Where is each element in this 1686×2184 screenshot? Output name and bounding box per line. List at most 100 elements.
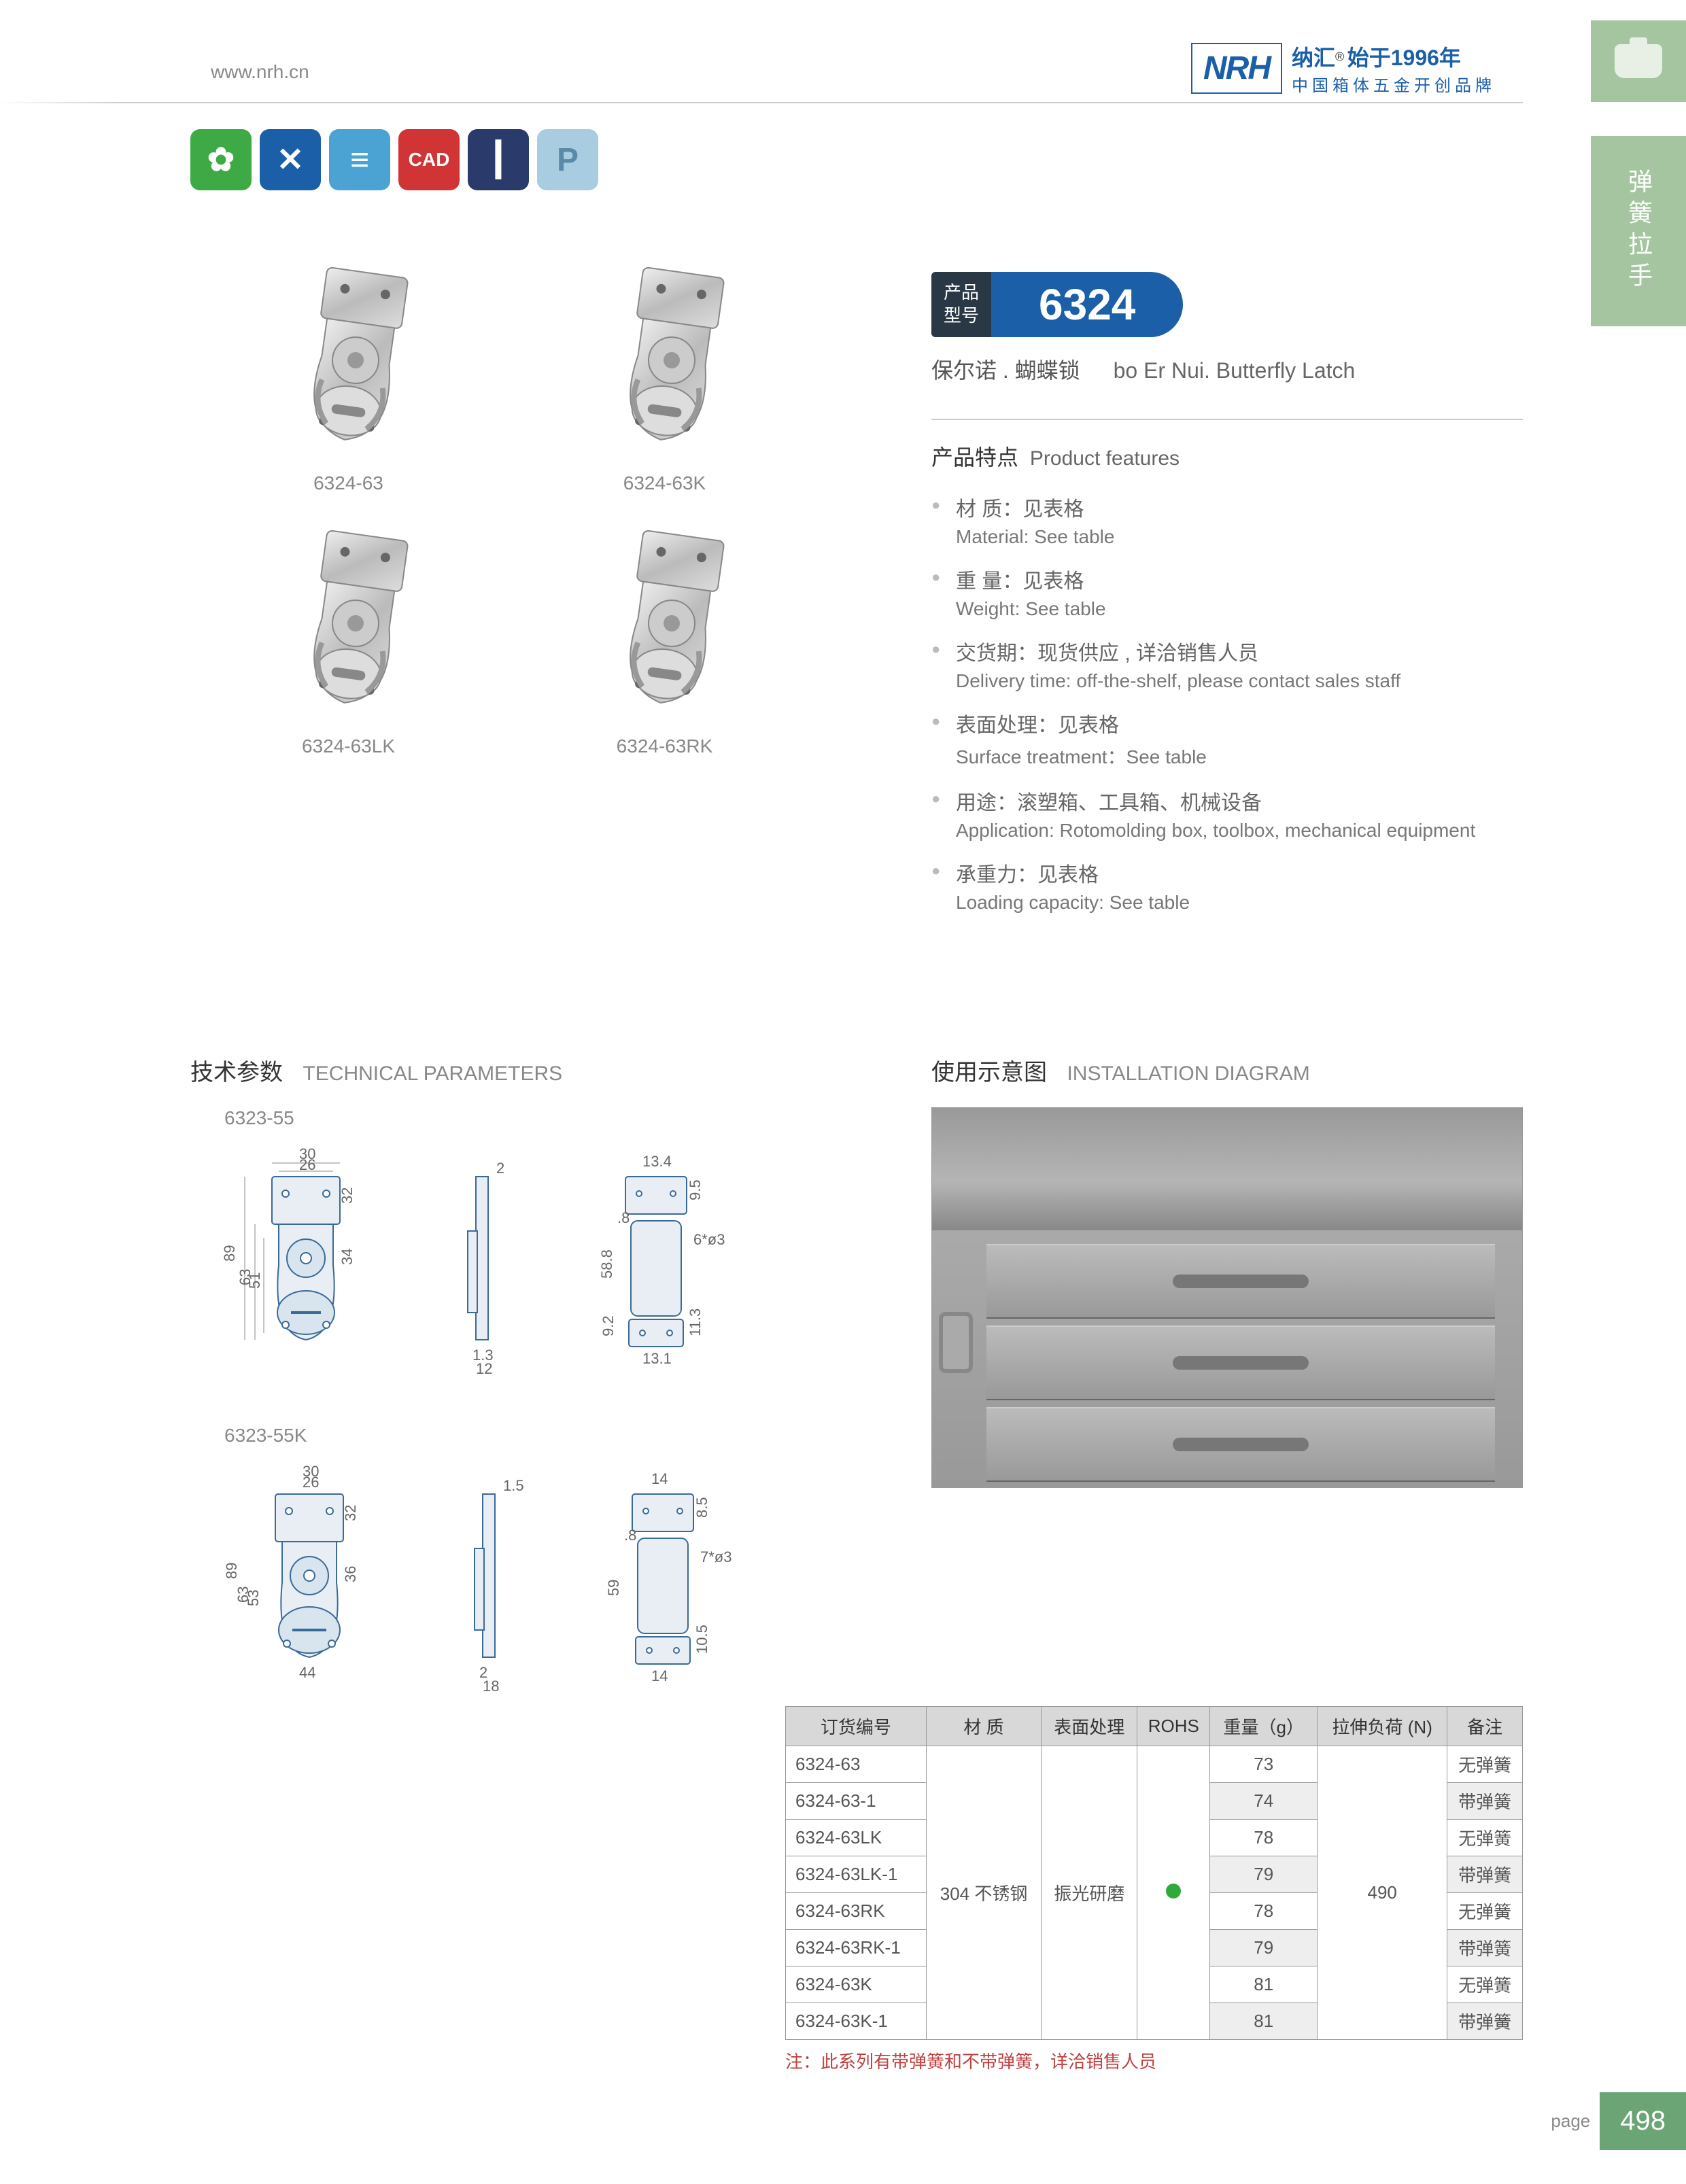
cell-remark: 带弹簧: [1447, 2003, 1523, 2040]
screw-icon: ┃: [468, 129, 529, 190]
svg-text:7*ø3: 7*ø3: [700, 1548, 732, 1565]
svg-text:32: 32: [342, 1505, 359, 1521]
product-cell: 6324-63K: [527, 258, 802, 494]
side-tab-icon: [1591, 20, 1686, 102]
drawer-3: [986, 1407, 1495, 1482]
rohs-dot-icon: [1166, 1884, 1181, 1899]
eco-icon: ✿: [190, 129, 252, 190]
cell-code: 6324-63RK-1: [786, 1930, 927, 1966]
svg-text:58.8: 58.8: [598, 1249, 615, 1279]
svg-text:11.3: 11.3: [687, 1308, 704, 1336]
feature-item: 用途：滚塑箱、工具箱、机械设备 Application: Rotomolding…: [931, 786, 1523, 842]
cell-rohs: [1137, 1746, 1210, 2040]
svg-text:51: 51: [246, 1272, 263, 1289]
tech-d2-label: 6323-55K: [224, 1425, 836, 1446]
diagram-2b: 1.5 2 18: [449, 1460, 544, 1735]
header-divider: [0, 102, 1523, 103]
table-header: 表面处理: [1042, 1707, 1137, 1746]
product-cell: 6324-63RK: [527, 521, 802, 757]
feature-item: 重 量：见表格 Weight: See table: [931, 564, 1523, 620]
svg-text:36: 36: [342, 1566, 359, 1582]
drawer-handle: [1173, 1275, 1309, 1288]
table-header: 重量（g）: [1210, 1707, 1318, 1746]
cell-surface: 振光研磨: [1042, 1746, 1137, 2040]
diagram-2c: 14 8.5 .8 7*ø3 59 10.5 14: [585, 1460, 748, 1735]
feature-item: 交货期：现货供应 , 详洽销售人员 Delivery time: off-the…: [931, 636, 1523, 692]
feature-item: 承重力：见表格 Loading capacity: See table: [931, 858, 1523, 914]
feature-en: Material: See table: [956, 526, 1523, 548]
table-header: 备注: [1447, 1707, 1523, 1746]
svg-text:53: 53: [245, 1590, 262, 1606]
drawer-handle: [1173, 1438, 1309, 1451]
table-header: ROHS: [1137, 1707, 1210, 1746]
side-handle: [939, 1312, 973, 1373]
product-label: 6324-63K: [527, 472, 802, 494]
logo-cn: 纳汇: [1292, 46, 1335, 70]
cell-code: 6324-63LK-1: [786, 1856, 927, 1893]
side-tab-label: 弹簧拉手: [1591, 136, 1686, 326]
svg-text:26: 26: [299, 1156, 315, 1173]
diagram-1a: 30 26 89 63 51 32 34: [211, 1143, 401, 1404]
table-header: 拉伸负荷 (N): [1318, 1707, 1447, 1746]
spring-icon: ≡: [329, 129, 390, 190]
features-title-en: Product features: [1030, 447, 1180, 470]
svg-text:34: 34: [339, 1249, 356, 1265]
product-label: 6324-63LK: [211, 735, 486, 757]
model-section: 产品 型号 6324 保尔诺 . 蝴蝶锁 bo Er Nui. Butterfl…: [931, 272, 1523, 930]
install-section: 使用示意图 INSTALLATION DIAGRAM: [931, 1054, 1523, 1488]
logo-text: 纳汇® 始于1996年 中国箱体五金开创品牌: [1292, 41, 1496, 96]
model-label-1: 产品: [944, 281, 979, 305]
tech-title-en: TECHNICAL PARAMETERS: [303, 1062, 562, 1085]
feature-en: Loading capacity: See table: [956, 892, 1523, 914]
feature-item: 材 质：见表格 Material: See table: [931, 492, 1523, 548]
feature-cn: 用途：滚塑箱、工具箱、机械设备: [956, 786, 1523, 816]
product-label: 6324-63RK: [527, 735, 802, 757]
spec-table-area: 订货编号材 质表面处理ROHS重量（g）拉伸负荷 (N)备注 6324-6330…: [785, 1706, 1523, 2073]
logo-since: 始于1996年: [1347, 46, 1461, 70]
model-label: 产品 型号: [931, 272, 991, 337]
svg-text:32: 32: [339, 1188, 356, 1204]
diagram-row-2: 30 26 89 63 53 32 36 44 1.5 2 18: [211, 1460, 836, 1735]
feature-cn: 承重力：见表格: [956, 858, 1523, 888]
svg-text:89: 89: [223, 1563, 240, 1579]
drawer-1: [986, 1244, 1495, 1319]
install-title-cn: 使用示意图: [931, 1060, 1047, 1086]
tech-section: 技术参数 TECHNICAL PARAMETERS 6323-55: [190, 1054, 836, 1756]
page-number: 498: [1600, 2092, 1686, 2150]
cad-icon: CAD: [398, 129, 460, 190]
table-header: 订货编号: [786, 1707, 927, 1746]
install-title: 使用示意图 INSTALLATION DIAGRAM: [931, 1054, 1523, 1087]
svg-text:14: 14: [651, 1667, 668, 1684]
feature-en: Application: Rotomolding box, toolbox, m…: [956, 820, 1523, 842]
cell-remark: 无弹簧: [1447, 1746, 1523, 1783]
feature-cn: 表面处理：见表格: [956, 708, 1523, 738]
svg-text:14: 14: [651, 1470, 668, 1487]
feature-list: 材 质：见表格 Material: See table 重 量：见表格 Weigh…: [931, 492, 1523, 914]
diagram-1c: 13.4 9.5 .8 6*ø3 58.8 11.3 9.2 13.1: [578, 1143, 741, 1404]
cell-code: 6324-63RK: [786, 1893, 927, 1930]
features-title-cn: 产品特点: [931, 445, 1018, 470]
header-url: www.nrh.cn: [211, 61, 309, 83]
table-row: 6324-63304 不锈钢振光研磨73490无弹簧: [786, 1746, 1523, 1783]
svg-text:89: 89: [221, 1245, 238, 1262]
feature-en: Surface treatment：See table: [956, 742, 1523, 769]
logo-sub: 中国箱体五金开创品牌: [1292, 72, 1496, 96]
divider: [931, 419, 1523, 420]
cell-weight: 74: [1210, 1783, 1318, 1820]
logo-mark: NRH: [1191, 43, 1282, 94]
product-cell: 6324-63: [211, 258, 486, 494]
cell-weight: 79: [1210, 1930, 1318, 1966]
svg-text:.8: .8: [617, 1209, 630, 1226]
diagram-1b: 2 1.3 12: [442, 1143, 537, 1404]
tech-title-cn: 技术参数: [190, 1060, 283, 1086]
svg-text:59: 59: [605, 1580, 622, 1596]
cell-weight: 79: [1210, 1856, 1318, 1893]
feature-cn: 交货期：现货供应 , 详洽销售人员: [956, 636, 1523, 666]
svg-text:18: 18: [483, 1678, 499, 1695]
feature-en: Delivery time: off-the-shelf, please con…: [956, 670, 1523, 692]
product-label: 6324-63: [211, 472, 486, 494]
p-icon: P: [537, 129, 598, 190]
model-sub-cn: 保尔诺 . 蝴蝶锁: [931, 358, 1080, 383]
cell-weight: 73: [1210, 1746, 1318, 1783]
svg-text:26: 26: [303, 1474, 319, 1491]
